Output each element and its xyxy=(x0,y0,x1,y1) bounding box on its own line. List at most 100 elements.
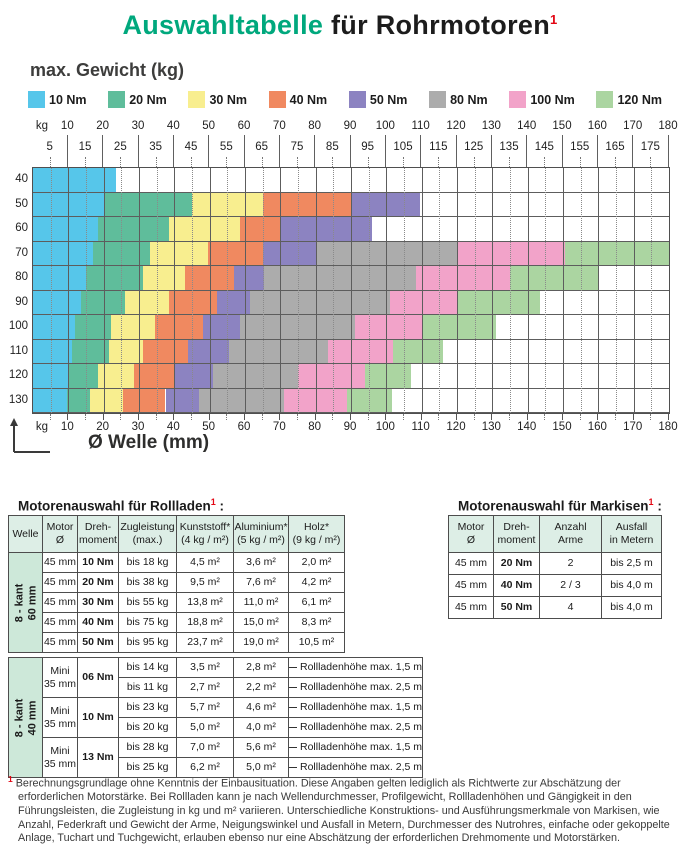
row-label: 50 xyxy=(15,197,28,210)
chart-segment-10nm xyxy=(33,339,72,363)
table-row: bis 20 kg 5,0 m² 4,0 m² Rollladenhöhe max. … xyxy=(9,717,423,738)
row-label: 70 xyxy=(15,246,28,259)
axis-bottom-major-label: 110 xyxy=(411,421,430,433)
grid-line xyxy=(527,168,529,413)
table-cell: 23,7 m² xyxy=(176,632,234,653)
chart-row xyxy=(33,364,669,389)
table-cell: 2,7 m² xyxy=(176,677,234,698)
chart-segment-80nm xyxy=(315,241,457,265)
grid-line xyxy=(298,168,299,413)
axis-bottom-tick xyxy=(632,414,634,420)
axis-bottom-tick xyxy=(226,414,228,420)
axis-bottom-major-label: 80 xyxy=(308,421,322,433)
chart-segment-100nm xyxy=(328,339,394,363)
chart-y-axis-title: max. Gewicht (kg) xyxy=(30,60,185,80)
axis-bottom-major-label: 30 xyxy=(131,421,145,433)
column-header: Motor Ø xyxy=(42,515,78,553)
axis-grid-segment xyxy=(137,135,139,167)
axis-bottom-major-label: 60 xyxy=(237,421,251,433)
table-row: 45 mm 30 Nm bis 55 kg 13,8 m² 11,0 m² 6,1 m² xyxy=(9,592,345,613)
axis-bottom-tick xyxy=(138,414,139,420)
table-row: 45 mm 50 Nm bis 95 kg 23,7 m² 19,0 m² 10,5 m² xyxy=(9,632,345,653)
group-label: 8 - kant 60 mm xyxy=(12,583,38,622)
axis-bottom-tick xyxy=(579,414,581,420)
table-cell: bis 2,5 m xyxy=(601,552,662,575)
page-title: Auswahltabelle für Rohrmotoren1 xyxy=(0,10,680,41)
grid-line xyxy=(633,168,635,413)
grid-line xyxy=(192,168,193,413)
axis-bottom-tick xyxy=(261,414,263,420)
grid-line xyxy=(510,168,511,413)
table-cell: 4,0 m² xyxy=(233,717,289,738)
chart-segment-20nm xyxy=(68,364,99,388)
axis-bottom-tick xyxy=(615,414,616,420)
axis-minor-tick xyxy=(473,157,475,167)
axis-top-minor-label: 75 xyxy=(290,141,304,153)
grid-line xyxy=(86,168,87,413)
axis-minor-tick xyxy=(261,157,263,167)
table-cell: 5,0 m² xyxy=(233,757,289,778)
grid-line xyxy=(174,168,176,413)
column-header: Zugleistung (max.) xyxy=(118,515,177,553)
axis-bottom-tick xyxy=(120,414,122,420)
footnote-text: Berechnungsgrundlage ohne Kenntnis der E… xyxy=(15,777,670,845)
chart-segment-50nm xyxy=(174,364,214,388)
annotation-dash-icon xyxy=(289,686,297,688)
rollladenhoehe-annotation: Rollladenhöhe max. 2,5 m xyxy=(288,677,423,698)
axis-bottom-tick xyxy=(403,414,404,420)
20nm-swatch xyxy=(108,91,126,108)
axis-bottom-tick xyxy=(350,414,351,420)
axis-top-major-label: 70 xyxy=(272,120,286,132)
table-cell: 2,8 m² xyxy=(233,657,289,678)
grid-line xyxy=(227,168,229,413)
chart-segment-50nm xyxy=(216,290,251,314)
chart-segment-50nm xyxy=(262,241,316,265)
axis-minor-tick xyxy=(226,157,228,167)
axis-grid-segment xyxy=(208,135,210,167)
row-label: 130 xyxy=(8,393,28,406)
axis-bottom-major-label: 140 xyxy=(517,421,537,433)
axis-unit-bottom: kg xyxy=(35,421,48,433)
annotation-dash-icon xyxy=(289,726,297,728)
axis-bottom-tick xyxy=(85,414,86,420)
row-labels: 40 50 60 70 80 90 100 110 120 130 xyxy=(2,167,28,412)
page-title-rest: für Rohrmotoren xyxy=(323,10,551,40)
axis-minor-tick xyxy=(155,157,157,167)
axis-minor-tick xyxy=(579,157,581,167)
table-cell: 45 mm xyxy=(448,596,494,619)
rollladen-table-group2: 8 - kant 40 mm Mini 35 mm 06 Nm bis 14 kg 3,5 … xyxy=(8,657,423,778)
group-label: 8 - kant 40 mm xyxy=(12,698,38,737)
axis-bottom-tick xyxy=(650,414,652,420)
x-axis-corner-line xyxy=(14,451,50,453)
axis-grid-segment xyxy=(526,135,528,167)
table-cell: bis 55 kg xyxy=(118,592,177,613)
rollladen-group2-table: 8 - kant 40 mm Mini 35 mm 06 Nm bis 14 kg 3,5 … xyxy=(8,657,423,778)
legend-item: 10 Nm xyxy=(28,91,87,108)
row-label: 60 xyxy=(15,222,28,234)
axis-top-major-label: 20 xyxy=(96,120,110,132)
table-cell: 45 mm xyxy=(42,572,78,593)
chart-row xyxy=(33,241,669,266)
chart-row xyxy=(33,266,669,291)
axis-grid-segment xyxy=(243,135,245,167)
table-cell: 3,5 m² xyxy=(176,657,234,678)
grid-line xyxy=(457,168,458,413)
axis-minor-tick xyxy=(297,157,298,167)
table-cell: 45 mm xyxy=(42,632,78,653)
axis-bottom-tick xyxy=(297,414,298,420)
axis-bottom-major-label: 10 xyxy=(60,421,74,433)
axis-bottom-tick xyxy=(208,414,210,420)
legend-item: 100 Nm xyxy=(509,91,575,108)
chart-segment-20nm xyxy=(71,339,109,363)
legend: 10 Nm 20 Nm 30 Nm 40 Nm 50 Nm 80 Nm 100 Nm 120 … xyxy=(28,91,662,108)
chart-segment-10nm xyxy=(33,290,81,314)
axis-minor-tick xyxy=(509,157,510,167)
rollladenhoehe-annotation: Rollladenhöhe max. 1,5 m xyxy=(288,697,423,718)
axis-bottom-tick xyxy=(367,414,369,420)
axis-bottom-major-label: 160 xyxy=(587,421,607,433)
table-cell: 4,2 m² xyxy=(288,572,345,593)
row-label: 100 xyxy=(8,320,28,332)
axis-top-major-label: 160 xyxy=(587,120,607,132)
rollladen-table-block: Motorenauswahl für Rollladen1 : Welle Mot… xyxy=(8,497,423,778)
axis-bottom-major-label: 130 xyxy=(481,421,501,433)
